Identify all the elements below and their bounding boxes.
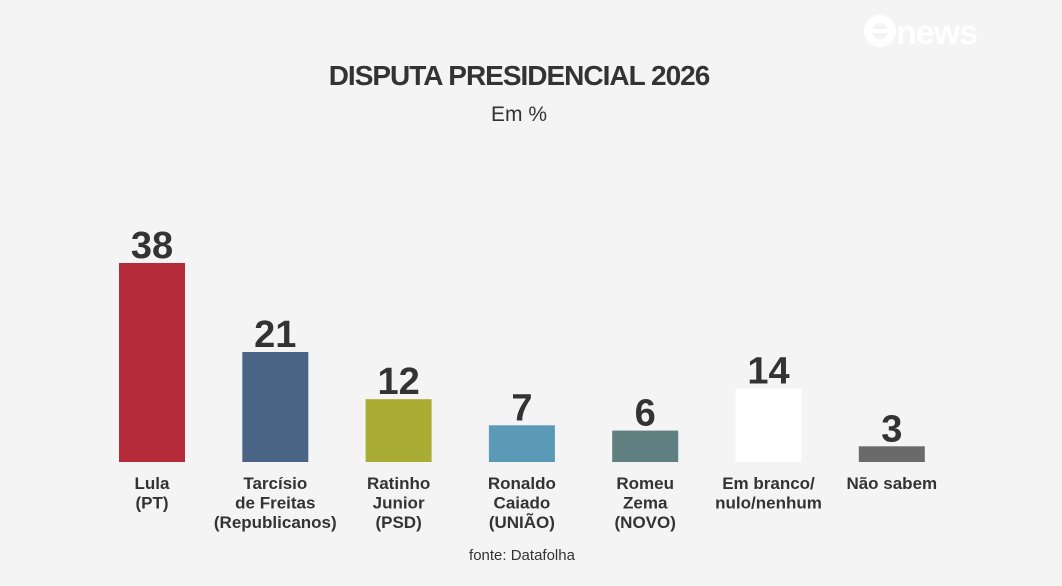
bar-4 [612,430,679,462]
value-label-5: 14 [747,351,789,393]
bar-2 [365,399,432,462]
source-note: fonte: Datafolha [469,547,575,564]
bar-6 [858,446,925,462]
category-label-0: Lula (PT) [135,474,170,513]
logo-wordmark: news [896,14,977,52]
category-label-2: Ratinho Junior (PSD) [367,474,430,532]
value-label-0: 38 [131,225,173,267]
category-label-3: Ronaldo Caiado (UNIÃO) [488,474,556,532]
category-label-5: Em branco/nulo/nenhum [715,474,822,513]
bar-0 [119,263,185,462]
value-label-3: 7 [511,387,532,429]
bar-3 [488,425,555,462]
globonews-logo: news [862,8,1004,54]
chart-subtitle: Em % [490,103,547,126]
category-label-6: Não sabem [846,474,937,493]
chart-title: DISPUTA PRESIDENCIAL 2026 [328,60,711,91]
bar-5 [735,388,802,462]
value-label-6: 3 [881,408,902,450]
value-label-4: 6 [635,393,656,435]
category-label-1: Tarcísio de Freitas (Republicanos) [214,474,337,532]
value-label-2: 12 [377,361,419,403]
bar-1 [242,352,309,462]
category-label-4: Romeu Zema (NOVO) [615,474,676,532]
value-label-1: 21 [254,314,296,356]
